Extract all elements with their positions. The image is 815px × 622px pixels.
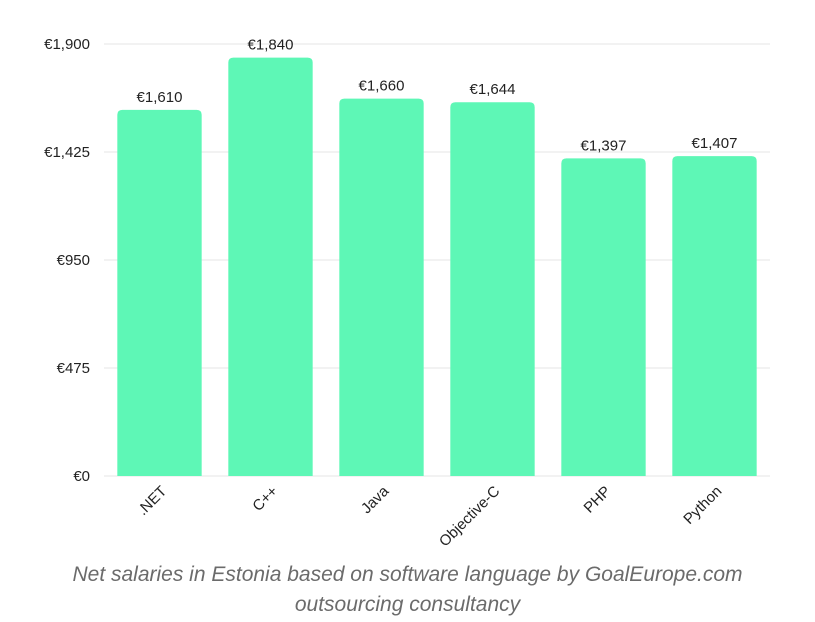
y-axis-ticks: €0 €475 €950 €1,425 €1,900: [44, 36, 90, 485]
bar: [561, 158, 646, 476]
x-category-label: PHP: [580, 483, 614, 517]
bar-value-label: €1,660: [359, 78, 405, 95]
bar: [450, 102, 535, 477]
y-tick-label: €1,900: [44, 36, 90, 53]
y-tick-label: €950: [57, 252, 90, 269]
bar-value-label: €1,610: [137, 89, 183, 106]
gridlines: [104, 43, 770, 477]
bars: [117, 57, 757, 477]
chart-caption: Net salaries in Estonia based on softwar…: [0, 560, 815, 620]
x-category-label: .NET: [134, 483, 170, 519]
bar-value-label: €1,644: [470, 81, 516, 98]
bar-value-label: €1,397: [581, 137, 627, 154]
bar-value-label: €1,840: [248, 37, 294, 54]
y-tick-label: €475: [57, 360, 90, 377]
x-axis-category-labels: .NET C++ Java Objective-C PHP Python: [134, 482, 725, 545]
bar: [339, 98, 424, 476]
bar: [117, 109, 202, 477]
caption-line-1: Net salaries in Estonia based on softwar…: [72, 563, 743, 586]
x-category-label: C++: [249, 483, 281, 515]
bar-value-label: €1,407: [692, 135, 738, 152]
salary-bar-chart: €0 €475 €950 €1,425 €1,900 €1,610 €1,840 €1,66…: [44, 36, 770, 545]
y-tick-label: €1,425: [44, 144, 90, 161]
bar: [228, 57, 313, 477]
x-category-label: Python: [680, 483, 725, 528]
bar-value-labels: €1,610 €1,840 €1,660 €1,644 €1,397 €1,407: [137, 37, 738, 155]
bar: [672, 156, 757, 476]
x-category-label: Objective-C: [436, 483, 504, 545]
y-tick-label: €0: [73, 468, 90, 485]
x-category-label: Java: [358, 482, 393, 517]
caption-line-2: outsourcing consultancy: [294, 593, 521, 616]
chart-canvas: €0 €475 €950 €1,425 €1,900 €1,610 €1,840 €1,66…: [44, 36, 770, 545]
